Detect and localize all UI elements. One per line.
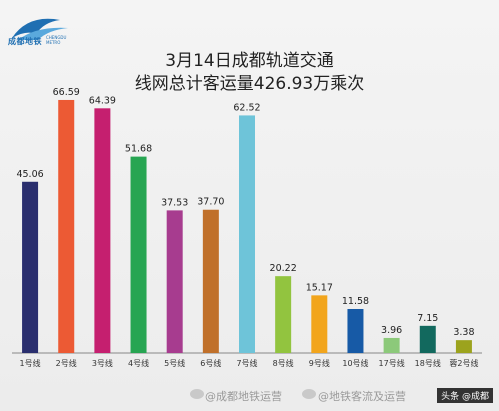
x-tick-label: 1号线 bbox=[20, 358, 41, 368]
bar bbox=[166, 210, 183, 353]
data-label: 45.06 bbox=[16, 169, 43, 180]
x-tick-label: 4号线 bbox=[128, 358, 149, 368]
data-label: 11.58 bbox=[342, 296, 369, 307]
data-label: 62.52 bbox=[233, 102, 260, 113]
bar bbox=[311, 295, 328, 353]
bar bbox=[94, 108, 111, 354]
bar bbox=[58, 99, 75, 353]
bar bbox=[419, 325, 436, 353]
bar bbox=[202, 209, 219, 353]
data-label: 3.38 bbox=[453, 327, 474, 338]
weibo-icon bbox=[190, 389, 204, 399]
data-label: 51.68 bbox=[125, 144, 152, 155]
watermark-left: @成都地铁运营 bbox=[205, 390, 282, 403]
weibo-icon bbox=[302, 389, 316, 399]
data-label: 37.53 bbox=[161, 197, 188, 208]
x-tick-label: 3号线 bbox=[92, 358, 113, 368]
watermark-right: @地铁客流及运营 bbox=[318, 390, 406, 403]
x-tick-label: 7号线 bbox=[236, 358, 257, 368]
x-tick-label: 17号线 bbox=[379, 358, 405, 368]
logo-mark bbox=[12, 18, 68, 40]
bar bbox=[22, 181, 39, 353]
x-tick-label: 2号线 bbox=[56, 358, 77, 368]
x-tick-label: 蓉2号线 bbox=[449, 358, 478, 368]
bar bbox=[347, 308, 364, 353]
chart-title-line1: 3月14日成都轨道交通 bbox=[165, 51, 334, 71]
data-label: 64.39 bbox=[89, 95, 116, 106]
bar bbox=[239, 115, 255, 353]
x-tick-label: 5号线 bbox=[164, 358, 185, 368]
bar bbox=[383, 337, 400, 353]
logo-name: 成都地铁 bbox=[8, 37, 42, 46]
logo-subtitle: CHENGDU METRO bbox=[46, 35, 67, 45]
data-label: 3.96 bbox=[381, 325, 402, 336]
bar bbox=[130, 156, 147, 353]
x-tick-label: 9号线 bbox=[309, 358, 330, 368]
data-label: 7.15 bbox=[417, 313, 438, 324]
x-tick-label: 6号线 bbox=[200, 358, 221, 368]
x-tick-label: 10号线 bbox=[342, 358, 368, 368]
chart-title-line2: 线网总计客运量426.93万乘次 bbox=[134, 74, 365, 94]
watermark-stamp: 头条 @成都 bbox=[437, 388, 493, 403]
bar bbox=[455, 340, 472, 353]
data-label: 37.70 bbox=[197, 197, 224, 208]
x-tick-label: 8号线 bbox=[273, 358, 294, 368]
data-label: 20.22 bbox=[270, 263, 297, 274]
data-label: 15.17 bbox=[306, 282, 333, 293]
bar bbox=[275, 276, 292, 353]
x-tick-label: 18号线 bbox=[415, 358, 441, 368]
data-label: 66.59 bbox=[53, 87, 80, 98]
